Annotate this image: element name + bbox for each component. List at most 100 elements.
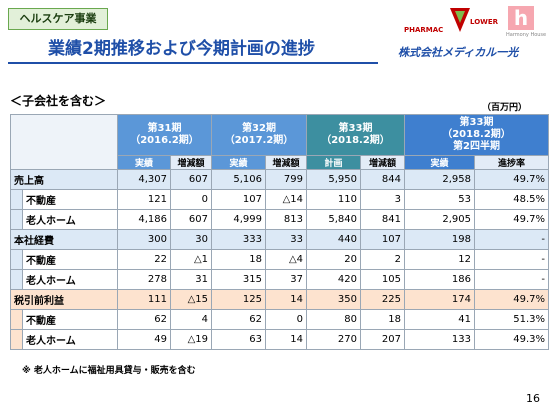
cell: 174 [404,289,475,310]
row-label: 老人ホーム [22,329,118,350]
footnote: ※ 老人ホームに福祉用具貸与・販売を含む [22,366,196,376]
cell: 225 [360,289,405,310]
item-row: 老人ホーム 49 △19 63 14 270 207 133 49.3% [10,329,549,350]
logo-icon: h [508,6,534,30]
cell: △4 [265,249,307,270]
cell: 440 [306,229,361,250]
cell: 0 [265,309,307,330]
section-tag: ヘルスケア事業 [8,8,108,30]
item-row: 不動産 121 0 107 △14 110 3 53 48.5% [10,189,549,210]
cell: 62 [211,309,266,330]
logo-text: PHARMAC [404,26,444,34]
row-label: 老人ホーム [22,269,118,290]
row-label: 不動産 [22,249,118,270]
column-header: 進捗率 [474,155,549,170]
cell: 33 [265,229,307,250]
cell: 5,950 [306,169,361,190]
cell: 350 [306,289,361,310]
cell: 121 [117,189,171,210]
row-label: 税引前利益 [10,289,118,310]
column-header: 増減額 [170,155,212,170]
item-row: 老人ホーム 278 31 315 37 420 105 186- [10,269,549,290]
company-name: 株式会社メディカル一光 [398,46,519,59]
section-row: 税引前利益 111 △15 125 14 350 225 174 49.7% [10,289,549,310]
cell: 18 [211,249,266,270]
cell: 62 [117,309,171,330]
cell: 49.7% [474,209,549,230]
cell: 420 [306,269,361,290]
cell: 41 [404,309,475,330]
subheader-row: 実績 増減額 実績 増減額 計画 増減額 実績 進捗率 [11,155,549,170]
page-number: 16 [526,392,540,405]
svg-text:h: h [514,6,528,30]
indent-cell [10,249,23,270]
cell: 198 [404,229,475,250]
cell: 278 [117,269,171,290]
cell: - [474,249,549,270]
cell: 799 [265,169,307,190]
title-rule [8,62,378,64]
cell: 105 [360,269,405,290]
cell: 2,905 [404,209,475,230]
group-header-line: 第33期 [459,117,494,128]
column-header: 実績 [404,155,475,170]
cell: 4,186 [117,209,171,230]
cell: 315 [211,269,266,290]
logo-text: Harmony House [506,32,547,38]
cell: 110 [306,189,361,210]
indent-cell [10,329,23,350]
cell: △1 [170,249,212,270]
cell: 844 [360,169,405,190]
column-header: 増減額 [265,155,307,170]
cell: △19 [170,329,212,350]
group-header-line: 第2四半期 [453,141,500,152]
row-label: 老人ホーム [22,209,118,230]
cell: 30 [170,229,212,250]
item-row: 不動産 22 △1 18 △4 20 2 12- [10,249,549,270]
group-header-line: （2017.2期） [224,135,294,146]
indent-cell [10,309,23,330]
column-header: 計画 [306,155,361,170]
cell: 2 [360,249,405,270]
indent-cell [10,269,23,290]
cell: 49.7% [474,169,549,190]
row-label: 不動産 [22,309,118,330]
cell: △15 [170,289,212,310]
cell: 107 [211,189,266,210]
cell: 3 [360,189,405,210]
cell: 31 [170,269,212,290]
group-header-line: 第31期 [147,123,182,134]
column-header: 実績 [211,155,266,170]
group-header: 第33期 （2018.2期） 第2四半期 [404,114,549,156]
cell: 5,840 [306,209,361,230]
subtitle: ＜子会社を含む＞ [10,94,107,108]
cell: 607 [170,209,212,230]
cell: 111 [117,289,171,310]
cell: 2,958 [404,169,475,190]
cell: 20 [306,249,361,270]
cell: 51.3% [474,309,549,330]
header-row: 第31期 （2016.2期） 第32期 （2017.2期） 第33期 （2018.2期）第… [10,114,549,170]
cell: - [474,269,549,290]
group-header: 第32期 （2017.2期） [211,114,307,156]
indent-cell [10,209,23,230]
results-table: 第31期 （2016.2期） 第32期 （2017.2期） 第33期 （2018.2期）第… [10,114,549,350]
row-label: 不動産 [22,189,118,210]
cell: 18 [360,309,405,330]
cell: 22 [117,249,171,270]
cell: 37 [265,269,307,290]
cell: 813 [265,209,307,230]
cell: 49 [117,329,171,350]
cell: 5,106 [211,169,266,190]
cell: 133 [404,329,475,350]
cell: 14 [265,289,307,310]
section-row: 本社経費 300 30 333 33 440 107 198- [10,229,549,250]
cell: 48.5% [474,189,549,210]
cell: 107 [360,229,405,250]
cell: △14 [265,189,307,210]
cell: 300 [117,229,171,250]
cell: 80 [306,309,361,330]
indent-cell [10,189,23,210]
cell: 333 [211,229,266,250]
cell: 63 [211,329,266,350]
